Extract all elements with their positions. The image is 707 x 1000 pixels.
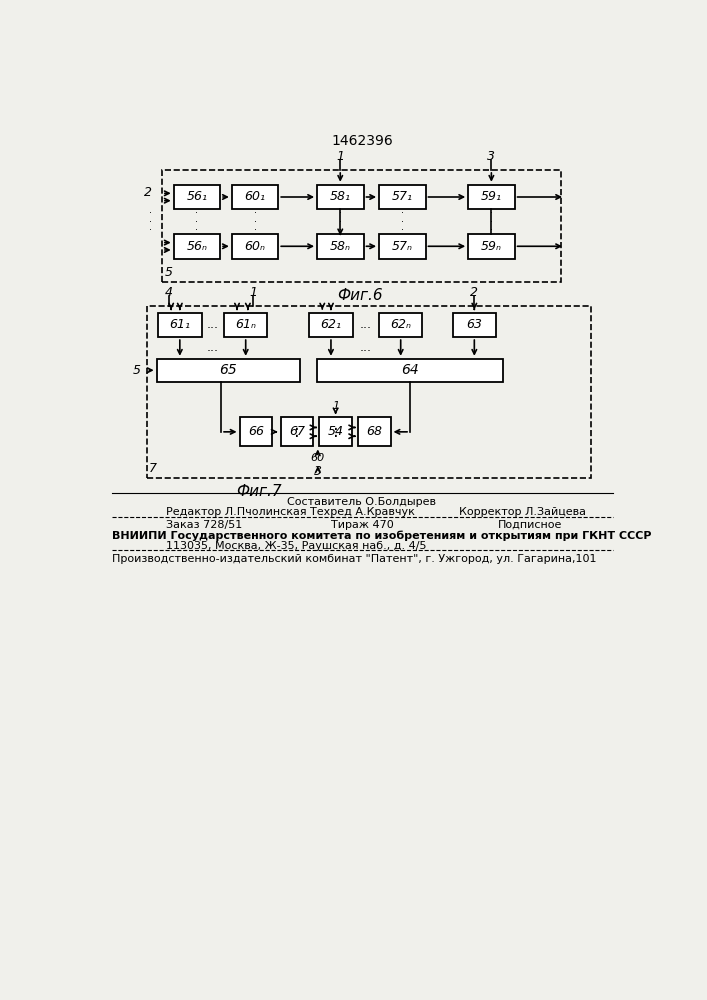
Text: :: :: [294, 423, 300, 441]
Text: ·
·
·: · · ·: [401, 208, 404, 235]
Text: ...: ...: [360, 341, 372, 354]
Text: ...: ...: [360, 318, 372, 331]
Text: 65: 65: [219, 363, 237, 377]
Bar: [174, 185, 220, 209]
Text: 67: 67: [289, 425, 305, 438]
Text: Подписное: Подписное: [498, 520, 562, 530]
Text: 54: 54: [327, 425, 344, 438]
Text: 59₁: 59₁: [481, 190, 502, 204]
Text: ·
·
·: · · ·: [149, 208, 152, 235]
Bar: [158, 312, 201, 337]
Text: Редактор Л.Пчолинская: Редактор Л.Пчолинская: [166, 507, 307, 517]
Bar: [156, 359, 300, 382]
Bar: [309, 312, 353, 337]
Text: 68: 68: [366, 425, 382, 438]
Bar: [358, 417, 391, 446]
Text: Техред А.Кравчук: Техред А.Кравчук: [310, 507, 414, 517]
Text: ·
·
·: · · ·: [254, 208, 257, 235]
Text: 66: 66: [247, 425, 264, 438]
Text: Фиг.6: Фиг.6: [337, 288, 382, 303]
Text: 58₁: 58₁: [329, 190, 351, 204]
Bar: [468, 234, 515, 259]
Text: 58ₙ: 58ₙ: [329, 240, 351, 253]
Text: Фиг.7: Фиг.7: [236, 484, 281, 499]
Text: ...: ...: [206, 318, 218, 331]
Text: ВНИИПИ Государственного комитета по изобретениям и открытиям при ГКНТ СССР: ВНИИПИ Государственного комитета по изоб…: [112, 530, 651, 541]
Text: ·
·
·: · · ·: [195, 208, 199, 235]
Bar: [379, 234, 426, 259]
Text: 1: 1: [337, 150, 344, 163]
Bar: [317, 234, 363, 259]
Text: 4: 4: [165, 286, 173, 299]
Bar: [281, 417, 313, 446]
Text: 7: 7: [149, 462, 157, 475]
Bar: [320, 417, 352, 446]
Text: 1: 1: [332, 401, 339, 411]
Text: ·
·
·: · · ·: [490, 208, 493, 235]
Text: 56ₙ: 56ₙ: [187, 240, 207, 253]
Text: 2: 2: [144, 186, 152, 199]
Text: 3: 3: [487, 150, 496, 163]
Bar: [379, 185, 426, 209]
Text: 62ₙ: 62ₙ: [390, 318, 411, 331]
Text: 61ₙ: 61ₙ: [235, 318, 256, 331]
Text: 1: 1: [250, 286, 257, 299]
Text: 60₁: 60₁: [245, 190, 266, 204]
Text: 2: 2: [470, 286, 479, 299]
Text: ·
·
·: · · ·: [339, 208, 341, 235]
Bar: [379, 312, 422, 337]
Text: 113035, Москва, Ж-35, Раушская наб., д. 4/5: 113035, Москва, Ж-35, Раушская наб., д. …: [166, 541, 426, 551]
Text: Заказ 728/51: Заказ 728/51: [166, 520, 242, 530]
Text: 60: 60: [310, 453, 325, 463]
Text: 3: 3: [314, 465, 322, 478]
Bar: [317, 185, 363, 209]
Bar: [468, 185, 515, 209]
Bar: [232, 234, 279, 259]
Bar: [452, 312, 496, 337]
Text: Тираж 470: Тираж 470: [331, 520, 393, 530]
Text: 57₁: 57₁: [392, 190, 413, 204]
Text: ...: ...: [206, 341, 218, 354]
Text: Составитель О.Болдырев: Составитель О.Болдырев: [288, 497, 436, 507]
Bar: [162, 170, 561, 282]
Bar: [174, 234, 220, 259]
Text: 5: 5: [164, 266, 173, 279]
Text: Корректор Л.Зайцева: Корректор Л.Зайцева: [459, 507, 586, 517]
Text: 62₁: 62₁: [320, 318, 341, 331]
Text: 63: 63: [467, 318, 482, 331]
Bar: [240, 417, 272, 446]
Text: 60ₙ: 60ₙ: [245, 240, 266, 253]
Text: 1462396: 1462396: [331, 134, 393, 148]
Text: 61₁: 61₁: [169, 318, 190, 331]
Bar: [146, 306, 590, 478]
Text: :: :: [333, 423, 339, 441]
Text: 59ₙ: 59ₙ: [481, 240, 502, 253]
Text: Производственно-издательский комбинат "Патент", г. Ужгород, ул. Гагарина,101: Производственно-издательский комбинат "П…: [112, 554, 596, 564]
Text: 64: 64: [401, 363, 419, 377]
Bar: [224, 312, 267, 337]
Text: 56₁: 56₁: [187, 190, 207, 204]
Text: 57ₙ: 57ₙ: [392, 240, 413, 253]
Bar: [317, 359, 503, 382]
Bar: [232, 185, 279, 209]
Text: 5: 5: [133, 364, 141, 377]
